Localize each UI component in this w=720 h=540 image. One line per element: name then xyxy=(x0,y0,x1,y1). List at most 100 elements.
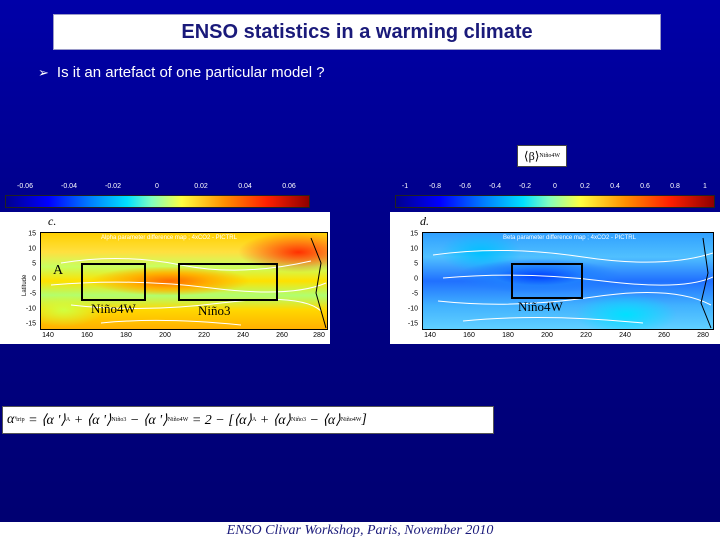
lon-tick: 240 xyxy=(237,332,249,339)
lon-tick: 180 xyxy=(120,332,132,339)
left-lat-axis: 15 10 5 0 -5 -10 -15 xyxy=(20,212,36,344)
panel-letter-c: c. xyxy=(48,214,57,228)
eq-term-nino4w: − ⟨α '⟩ xyxy=(129,412,168,428)
lon-tick: 140 xyxy=(42,332,54,339)
nino4w-box xyxy=(81,263,146,301)
eq-term-2nino4w-sub: Niño4W xyxy=(340,417,362,423)
lon-tick: 200 xyxy=(541,332,553,339)
lat-tick: 5 xyxy=(32,260,36,268)
colorbar-right-tick: -1 xyxy=(401,183,409,190)
lon-tick: 260 xyxy=(658,332,670,339)
title-box: ENSO statistics in a warming climate xyxy=(53,14,661,50)
lat-tick: 10 xyxy=(410,245,418,253)
eq-term-nino3-sub: Niño3 xyxy=(111,417,127,423)
colorbar-left xyxy=(5,195,310,208)
lon-tick: 200 xyxy=(159,332,171,339)
eq-term-a: = ⟨α '⟩ xyxy=(28,412,66,428)
lon-tick: 180 xyxy=(502,332,514,339)
colorbar-right-tick: -0.4 xyxy=(488,183,502,190)
lat-tick: -5 xyxy=(29,290,36,298)
colorbar-right-tick: 0.4 xyxy=(610,183,620,190)
left-lon-axis: 140 160 180 200 220 240 260 280 xyxy=(40,332,328,341)
eq-term-a-sub: A xyxy=(65,417,71,423)
lon-tick: 280 xyxy=(697,332,709,339)
lon-tick: 160 xyxy=(81,332,93,339)
lon-tick: 140 xyxy=(424,332,436,339)
eq-lhs-sup: ' xyxy=(14,415,17,425)
colorbar-right-tick: 0.8 xyxy=(670,183,680,190)
eq-term-2nino3: + ⟨α⟩ xyxy=(259,412,292,428)
bullet-point: ➢ Is it an artefact of one particular mo… xyxy=(38,64,325,81)
lat-tick: 10 xyxy=(28,245,36,253)
colorbar-right xyxy=(395,195,715,208)
beta-nino4w-label: Niño4W xyxy=(518,299,563,314)
eq-term-nino4w-sub: Niño4W xyxy=(167,417,189,423)
alpha-map-title: Alpha parameter difference map ; 4xCO2 -… xyxy=(101,235,237,241)
colorbar-left-tick: 0.02 xyxy=(194,183,208,190)
eq-term-2nino4w: − ⟨α⟩ xyxy=(309,412,341,428)
arrow-bullet-icon: ➢ xyxy=(38,64,49,80)
lat-tick: 15 xyxy=(28,230,36,238)
alpha-map-panel: c. 15 10 5 0 -5 -10 -15 Latitude Alpha p… xyxy=(0,212,330,344)
alpha-difference-map: Alpha parameter difference map ; 4xCO2 -… xyxy=(40,232,328,330)
lat-tick: -5 xyxy=(411,290,418,298)
beta-difference-map: Beta parameter difference map ; 4xCO2 - … xyxy=(422,232,714,330)
left-ylabel: Latitude xyxy=(22,274,28,296)
nino3-box xyxy=(178,263,278,301)
eq-term-2nino3-sub: Niño3 xyxy=(291,417,307,423)
colorbar-left-tick: 0 xyxy=(155,183,159,190)
lon-tick: 220 xyxy=(580,332,592,339)
lon-tick: 240 xyxy=(619,332,631,339)
eq-lhs: α xyxy=(7,412,15,427)
panel-letter-d: d. xyxy=(420,214,429,228)
lon-tick: 160 xyxy=(463,332,475,339)
colorbar-left-tick: -0.06 xyxy=(17,183,33,190)
nino4w-label: Niño4W xyxy=(91,301,136,316)
colorbar-right-tick: 0.2 xyxy=(580,183,590,190)
beta-contours xyxy=(432,237,713,329)
right-lon-axis: 140 160 180 200 220 240 260 280 xyxy=(422,332,714,341)
colorbar-right-tick: -0.2 xyxy=(518,183,532,190)
lat-tick: 15 xyxy=(410,230,418,238)
beta-subscript: Niño4W xyxy=(539,153,561,159)
colorbar-right-tick: -0.8 xyxy=(428,183,442,190)
alpha-contours xyxy=(50,237,327,329)
lon-tick: 220 xyxy=(198,332,210,339)
lat-tick: -10 xyxy=(407,305,418,313)
eq-term-nino3: + ⟨α '⟩ xyxy=(73,412,112,428)
lon-tick: 260 xyxy=(276,332,288,339)
eq-term-2a: = 2 − [⟨α⟩ xyxy=(191,412,252,428)
lat-tick: 0 xyxy=(414,275,418,283)
region-a-label: A xyxy=(53,263,64,278)
colorbar-left-ticks: -0.06 -0.04 -0.02 0 0.02 0.04 0.06 xyxy=(5,183,310,193)
lat-tick: -10 xyxy=(25,305,36,313)
beta-label: ⟨β⟩ Niño4W xyxy=(517,145,567,167)
colorbar-left-tick: -0.04 xyxy=(61,183,77,190)
colorbar-right-tick: 0 xyxy=(553,183,557,190)
lat-tick: -15 xyxy=(25,320,36,328)
slide-title: ENSO statistics in a warming climate xyxy=(181,20,533,43)
bullet-text: Is it an artefact of one particular mode… xyxy=(56,64,325,81)
lat-tick: -15 xyxy=(407,320,418,328)
lon-tick: 280 xyxy=(313,332,325,339)
equation-box: α ' trip = ⟨α '⟩ A + ⟨α '⟩ Niño3 − ⟨α '⟩ Niño… xyxy=(2,406,494,434)
nino3-label: Niño3 xyxy=(198,303,231,318)
footer: ENSO Clivar Workshop, Paris, November 20… xyxy=(0,522,720,540)
colorbar-right-tick: -0.6 xyxy=(458,183,472,190)
lat-tick: 5 xyxy=(414,260,418,268)
right-lat-axis: 15 10 5 0 -5 -10 -15 xyxy=(402,212,418,344)
lat-tick: 0 xyxy=(32,275,36,283)
colorbar-left-tick: 0.04 xyxy=(238,183,252,190)
beta-nino4w-box xyxy=(511,263,583,299)
eq-lhs-sub: trip xyxy=(16,417,25,423)
colorbar-right-tick: 0.6 xyxy=(640,183,650,190)
beta-map-panel: d. 15 10 5 0 -5 -10 -15 Beta parameter d… xyxy=(390,212,720,344)
beta-map-title: Beta parameter difference map ; 4xCO2 - … xyxy=(503,235,636,241)
eq-close: ] xyxy=(361,412,367,427)
colorbar-right-tick: 1 xyxy=(703,183,707,190)
colorbar-left-tick: -0.02 xyxy=(105,183,121,190)
beta-symbol: ⟨β⟩ xyxy=(523,148,540,163)
eq-term-2a-sub: A xyxy=(251,417,257,423)
colorbar-right-ticks: -1 -0.8 -0.6 -0.4 -0.2 0 0.2 0.4 0.6 0.8… xyxy=(395,183,715,193)
